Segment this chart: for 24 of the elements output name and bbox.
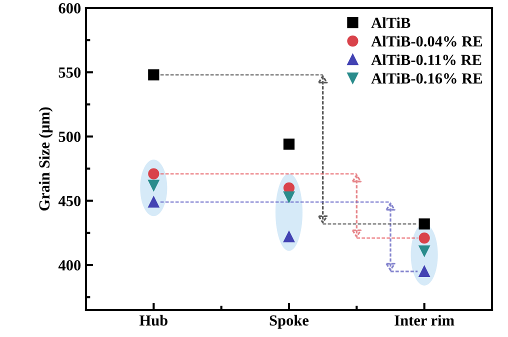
point — [148, 196, 160, 208]
point — [418, 245, 430, 256]
point — [418, 218, 430, 230]
y-tick-label: 600 — [58, 3, 81, 14]
legend-label: AlTiB-0.11% RE — [371, 54, 482, 66]
point — [148, 69, 160, 80]
x-tick-label: Spoke — [270, 314, 309, 329]
y-axis-title: Grain Size (μm) — [38, 107, 53, 211]
point — [148, 168, 160, 180]
point — [283, 191, 295, 202]
x-tick-label: Hub — [139, 314, 168, 326]
point — [283, 231, 295, 242]
point — [283, 138, 295, 150]
y-tick-label: 400 — [58, 260, 81, 270]
y-tick-label: 450 — [58, 196, 81, 206]
y-tick-label: 500 — [58, 132, 81, 142]
y-tick-label: 550 — [58, 67, 81, 78]
legend-label: AlTiB-0.16% RE — [371, 72, 482, 84]
point — [418, 266, 430, 278]
legend-label: AlTiB-0.04% RE — [371, 36, 482, 47]
x-tick-label: Inter rim — [394, 314, 454, 326]
legend-label: AlTiB — [371, 17, 410, 28]
point — [418, 232, 430, 244]
point — [148, 180, 160, 191]
